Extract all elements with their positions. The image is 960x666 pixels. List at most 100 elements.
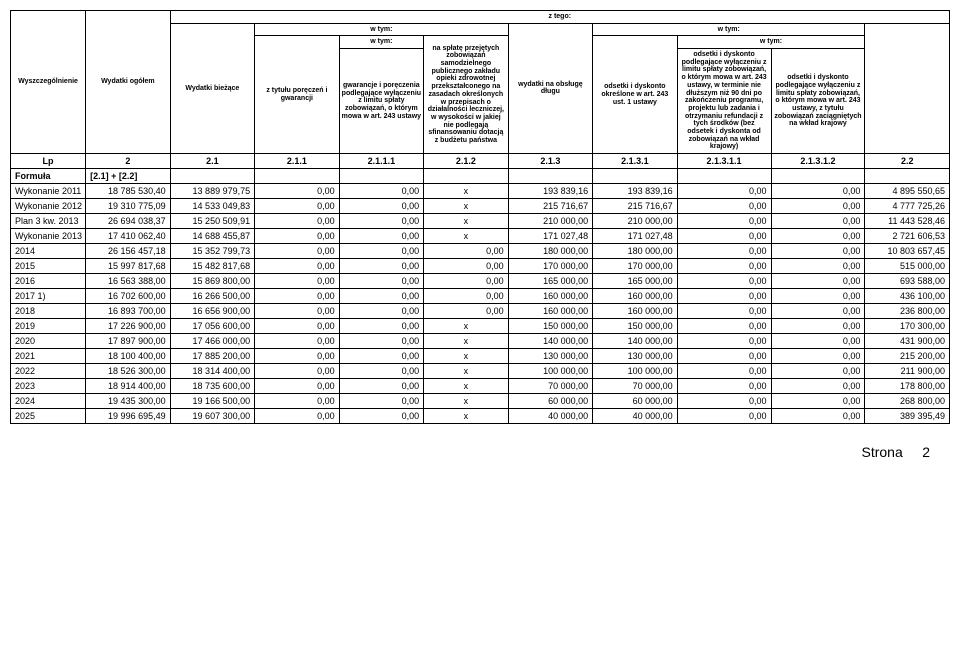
row-cell: x xyxy=(424,319,509,334)
row-cell: 60 000,00 xyxy=(508,394,593,409)
lp-c8: 2.1.3.1 xyxy=(593,154,678,169)
formula-label: Formuła xyxy=(11,169,86,184)
row-cell: 215 200,00 xyxy=(865,349,950,364)
row-cell: 0,00 xyxy=(255,214,340,229)
row-cell: 193 839,16 xyxy=(508,184,593,199)
row-cell: 0,00 xyxy=(424,304,509,319)
table-row: 202218 526 300,0018 314 400,000,000,00x1… xyxy=(11,364,950,379)
row-cell: 0,00 xyxy=(255,199,340,214)
row-label: 2017 1) xyxy=(11,289,86,304)
row-cell: 15 352 799,73 xyxy=(170,244,255,259)
row-cell: 19 310 775,09 xyxy=(86,199,171,214)
row-cell: 0,00 xyxy=(339,304,424,319)
hdr-col3: Wydatki bieżące xyxy=(170,23,255,153)
row-cell: 211 900,00 xyxy=(865,364,950,379)
row-cell: 26 694 038,37 xyxy=(86,214,171,229)
row-cell: x xyxy=(424,364,509,379)
row-cell: 389 395,49 xyxy=(865,409,950,424)
row-cell: 16 563 388,00 xyxy=(86,274,171,289)
row-cell: 0,00 xyxy=(677,304,771,319)
row-label: 2022 xyxy=(11,364,86,379)
hdr-col6: na spłatę przejętych zobowiązań samodzie… xyxy=(424,36,509,154)
lp-c7: 2.1.3 xyxy=(508,154,593,169)
row-cell: 4 895 550,65 xyxy=(865,184,950,199)
row-cell: 14 688 455,87 xyxy=(170,229,255,244)
row-cell: 436 100,00 xyxy=(865,289,950,304)
row-cell: 18 914 400,00 xyxy=(86,379,171,394)
footer-page-label: Strona xyxy=(862,444,903,460)
formula-c4 xyxy=(255,169,340,184)
formula-c5 xyxy=(339,169,424,184)
row-cell: 0,00 xyxy=(771,379,865,394)
row-cell: 0,00 xyxy=(255,334,340,349)
row-cell: 150 000,00 xyxy=(508,319,593,334)
row-cell: 0,00 xyxy=(255,244,340,259)
row-cell: 0,00 xyxy=(771,289,865,304)
row-cell: 140 000,00 xyxy=(508,334,593,349)
row-cell: 0,00 xyxy=(339,199,424,214)
row-cell: 0,00 xyxy=(771,199,865,214)
row-cell: 215 716,67 xyxy=(508,199,593,214)
hdr-col11-spacer xyxy=(865,23,950,153)
row-cell: 100 000,00 xyxy=(593,364,678,379)
row-cell: 0,00 xyxy=(677,229,771,244)
row-cell: 0,00 xyxy=(771,409,865,424)
row-cell: 0,00 xyxy=(677,214,771,229)
lp-c2: 2 xyxy=(86,154,171,169)
row-cell: 17 466 000,00 xyxy=(170,334,255,349)
row-cell: 13 889 979,75 xyxy=(170,184,255,199)
row-cell: 0,00 xyxy=(255,379,340,394)
table-row: 202519 996 695,4919 607 300,000,000,00x4… xyxy=(11,409,950,424)
row-cell: 19 435 300,00 xyxy=(86,394,171,409)
formula-c11 xyxy=(865,169,950,184)
row-cell: 0,00 xyxy=(677,379,771,394)
formula-c10 xyxy=(771,169,865,184)
row-cell: 70 000,00 xyxy=(593,379,678,394)
row-cell: 0,00 xyxy=(677,289,771,304)
row-cell: 130 000,00 xyxy=(593,349,678,364)
row-cell: 0,00 xyxy=(339,289,424,304)
row-cell: 160 000,00 xyxy=(508,304,593,319)
row-cell: 140 000,00 xyxy=(593,334,678,349)
footer-page-num: 2 xyxy=(922,444,930,460)
row-label: 2024 xyxy=(11,394,86,409)
row-cell: 18 735 600,00 xyxy=(170,379,255,394)
row-cell: 0,00 xyxy=(771,319,865,334)
row-cell: 0,00 xyxy=(339,259,424,274)
row-cell: 0,00 xyxy=(255,364,340,379)
row-cell: 165 000,00 xyxy=(508,274,593,289)
row-label: Wykonanie 2012 xyxy=(11,199,86,214)
row-cell: 17 226 900,00 xyxy=(86,319,171,334)
row-cell: 0,00 xyxy=(339,274,424,289)
row-cell: 268 800,00 xyxy=(865,394,950,409)
row-cell: x xyxy=(424,379,509,394)
row-label: Plan 3 kw. 2013 xyxy=(11,214,86,229)
row-cell: 0,00 xyxy=(255,184,340,199)
row-cell: 160 000,00 xyxy=(508,289,593,304)
row-cell: 60 000,00 xyxy=(593,394,678,409)
row-cell: 180 000,00 xyxy=(508,244,593,259)
row-cell: 0,00 xyxy=(771,304,865,319)
row-cell: 150 000,00 xyxy=(593,319,678,334)
row-cell: 19 166 500,00 xyxy=(170,394,255,409)
row-cell: 0,00 xyxy=(255,319,340,334)
row-cell: 0,00 xyxy=(424,289,509,304)
row-cell: 40 000,00 xyxy=(593,409,678,424)
hdr-wtym-right: w tym: xyxy=(593,23,865,36)
table-row: 201426 156 457,1815 352 799,730,000,000,… xyxy=(11,244,950,259)
row-cell: 0,00 xyxy=(339,409,424,424)
table-body: Wykonanie 201118 785 530,4013 889 979,75… xyxy=(11,184,950,424)
row-cell: 15 869 800,00 xyxy=(170,274,255,289)
row-cell: 17 885 200,00 xyxy=(170,349,255,364)
row-cell: 0,00 xyxy=(255,409,340,424)
table-row: 202419 435 300,0019 166 500,000,000,00x6… xyxy=(11,394,950,409)
row-cell: 0,00 xyxy=(255,349,340,364)
row-cell: 0,00 xyxy=(771,364,865,379)
row-cell: 170 300,00 xyxy=(865,319,950,334)
row-cell: 193 839,16 xyxy=(593,184,678,199)
row-cell: 26 156 457,18 xyxy=(86,244,171,259)
row-cell: 171 027,48 xyxy=(508,229,593,244)
row-cell: 0,00 xyxy=(677,349,771,364)
table-row: Wykonanie 201219 310 775,0914 533 049,83… xyxy=(11,199,950,214)
row-cell: 17 410 062,40 xyxy=(86,229,171,244)
